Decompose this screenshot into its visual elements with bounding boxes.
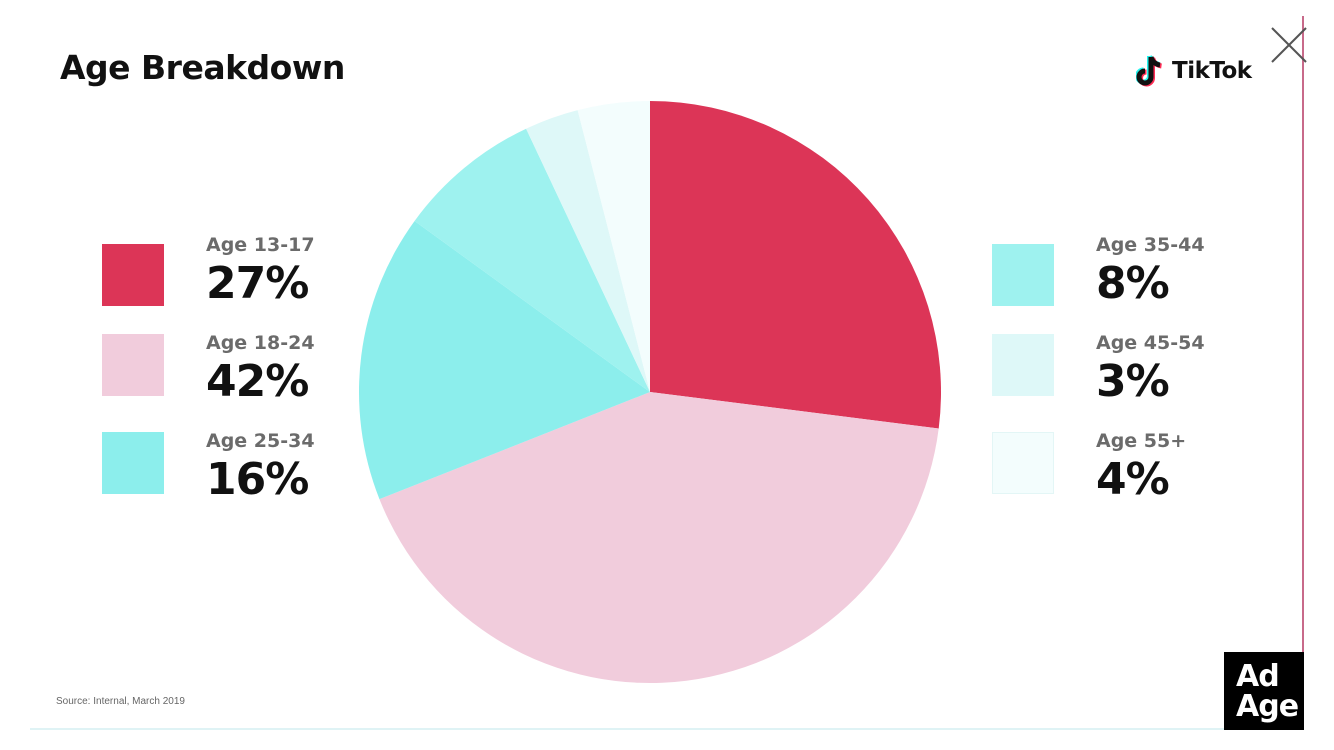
legend-label-age-18-24: Age 18-24 <box>206 332 315 354</box>
legend-value-age-18-24: 42% <box>206 356 309 407</box>
legend-swatch-age-55-plus <box>992 432 1054 494</box>
ad-age-logo-line1: Ad <box>1236 659 1280 694</box>
close-button[interactable] <box>1270 26 1308 64</box>
tiktok-logo: TikTok <box>1136 54 1252 88</box>
chart-title: Age Breakdown <box>60 48 345 87</box>
source-note: Source: Internal, March 2019 <box>56 696 185 707</box>
legend-label-age-45-54: Age 45-54 <box>1096 332 1205 354</box>
legend-label-age-13-17: Age 13-17 <box>206 234 315 256</box>
legend-swatch-age-18-24 <box>102 334 164 396</box>
pie-slice-age-45-54 <box>526 110 650 392</box>
legend-swatch-age-13-17 <box>102 244 164 306</box>
close-icon[interactable] <box>1270 26 1308 64</box>
pie-slice-age-55 <box>577 101 650 392</box>
pie-slice-age-13-17 <box>650 101 941 429</box>
legend-label-age-25-34: Age 25-34 <box>206 430 315 452</box>
pie-slice-age-25-34 <box>358 220 650 500</box>
legend-label-age-55-plus: Age 55+ <box>1096 430 1187 452</box>
pie-slice-age-18-24 <box>379 392 939 683</box>
legend-value-age-25-34: 16% <box>206 454 309 505</box>
pie-slice-age-35-44 <box>414 128 650 393</box>
legend-value-age-55-plus: 4% <box>1096 454 1170 505</box>
legend-label-age-35-44: Age 35-44 <box>1096 234 1205 256</box>
legend-swatch-age-35-44 <box>992 244 1054 306</box>
legend-swatch-age-25-34 <box>102 432 164 494</box>
legend-value-age-35-44: 8% <box>1096 258 1170 309</box>
brand-name: TikTok <box>1172 58 1252 84</box>
legend-swatch-age-45-54 <box>992 334 1054 396</box>
legend-value-age-13-17: 27% <box>206 258 309 309</box>
legend-value-age-45-54: 3% <box>1096 356 1170 407</box>
ad-age-logo: Ad Age <box>1224 652 1304 730</box>
ad-age-logo-line2: Age <box>1236 689 1299 724</box>
tiktok-note-icon <box>1136 55 1162 87</box>
